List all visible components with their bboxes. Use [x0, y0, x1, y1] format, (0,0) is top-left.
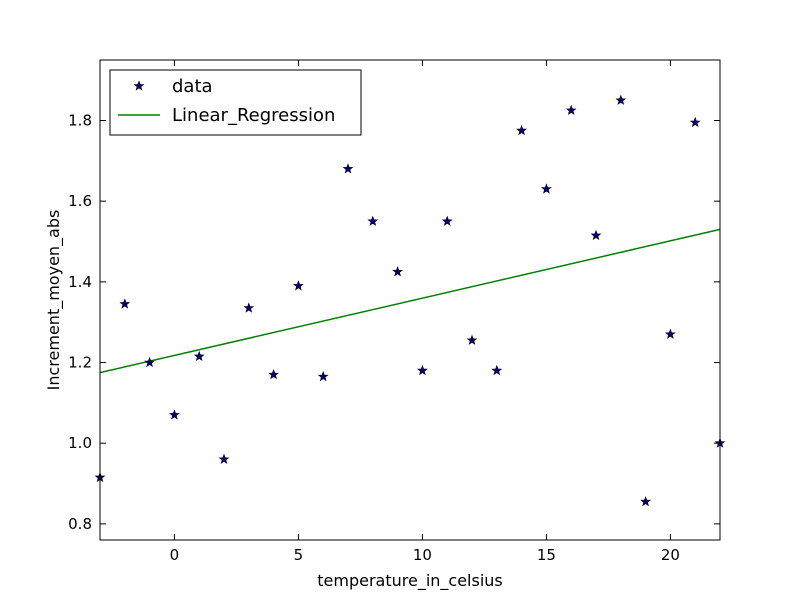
regression-line: [99, 228, 721, 374]
data-point: [417, 364, 428, 376]
data-point: [169, 409, 180, 420]
y-axis-label: Increment_moyen_abs: [44, 210, 64, 391]
y-tick-label: 1.4: [68, 273, 92, 291]
x-tick-label: 15: [537, 546, 556, 564]
data-point: [193, 350, 205, 362]
data-point: [565, 104, 577, 116]
data-point: [342, 163, 354, 174]
data-point: [689, 116, 701, 128]
data-point: [119, 298, 131, 309]
y-tick-label: 1.8: [68, 112, 92, 130]
legend-label-data: data: [172, 76, 213, 97]
x-tick-label: 10: [413, 546, 432, 564]
tick-labels: 0 5 10 15 20 0.8 1.0 1.2 1.4 1.6 1.8: [68, 112, 680, 564]
data-point: [640, 496, 651, 507]
data-point: [491, 364, 503, 376]
axis-ticks: [100, 60, 720, 540]
data-point: [541, 183, 552, 194]
legend-label-regression: Linear_Regression: [172, 105, 335, 126]
x-tick-label: 5: [294, 546, 304, 564]
x-axis-label: temperature_in_celsius: [317, 571, 503, 591]
legend-star-marker: [133, 80, 145, 91]
regression-line-group: [99, 228, 721, 374]
plot-area: [100, 60, 720, 540]
y-tick-label: 1.6: [68, 192, 92, 210]
data-point: [392, 266, 403, 277]
data-point: [243, 302, 255, 313]
data-point: [441, 215, 453, 226]
data-point: [590, 229, 602, 241]
y-tick-label: 1.0: [68, 434, 92, 452]
x-tick-label: 0: [170, 546, 180, 564]
y-tick-label: 0.8: [68, 515, 92, 533]
data-point: [268, 368, 279, 380]
data-point: [317, 370, 329, 382]
plot-frame: [99, 59, 721, 541]
x-tick-label: 20: [661, 546, 680, 564]
data-point: [144, 356, 155, 368]
data-point: [367, 215, 379, 226]
legend: data Linear_Regression: [109, 69, 362, 136]
data-point: [516, 124, 527, 136]
data-point: [615, 94, 627, 105]
legend-box: [109, 69, 362, 136]
data-point: [293, 280, 304, 291]
data-point: [665, 328, 676, 339]
data-point: [466, 334, 478, 345]
y-tick-label: 1.2: [68, 354, 92, 372]
data-point: [218, 453, 230, 464]
